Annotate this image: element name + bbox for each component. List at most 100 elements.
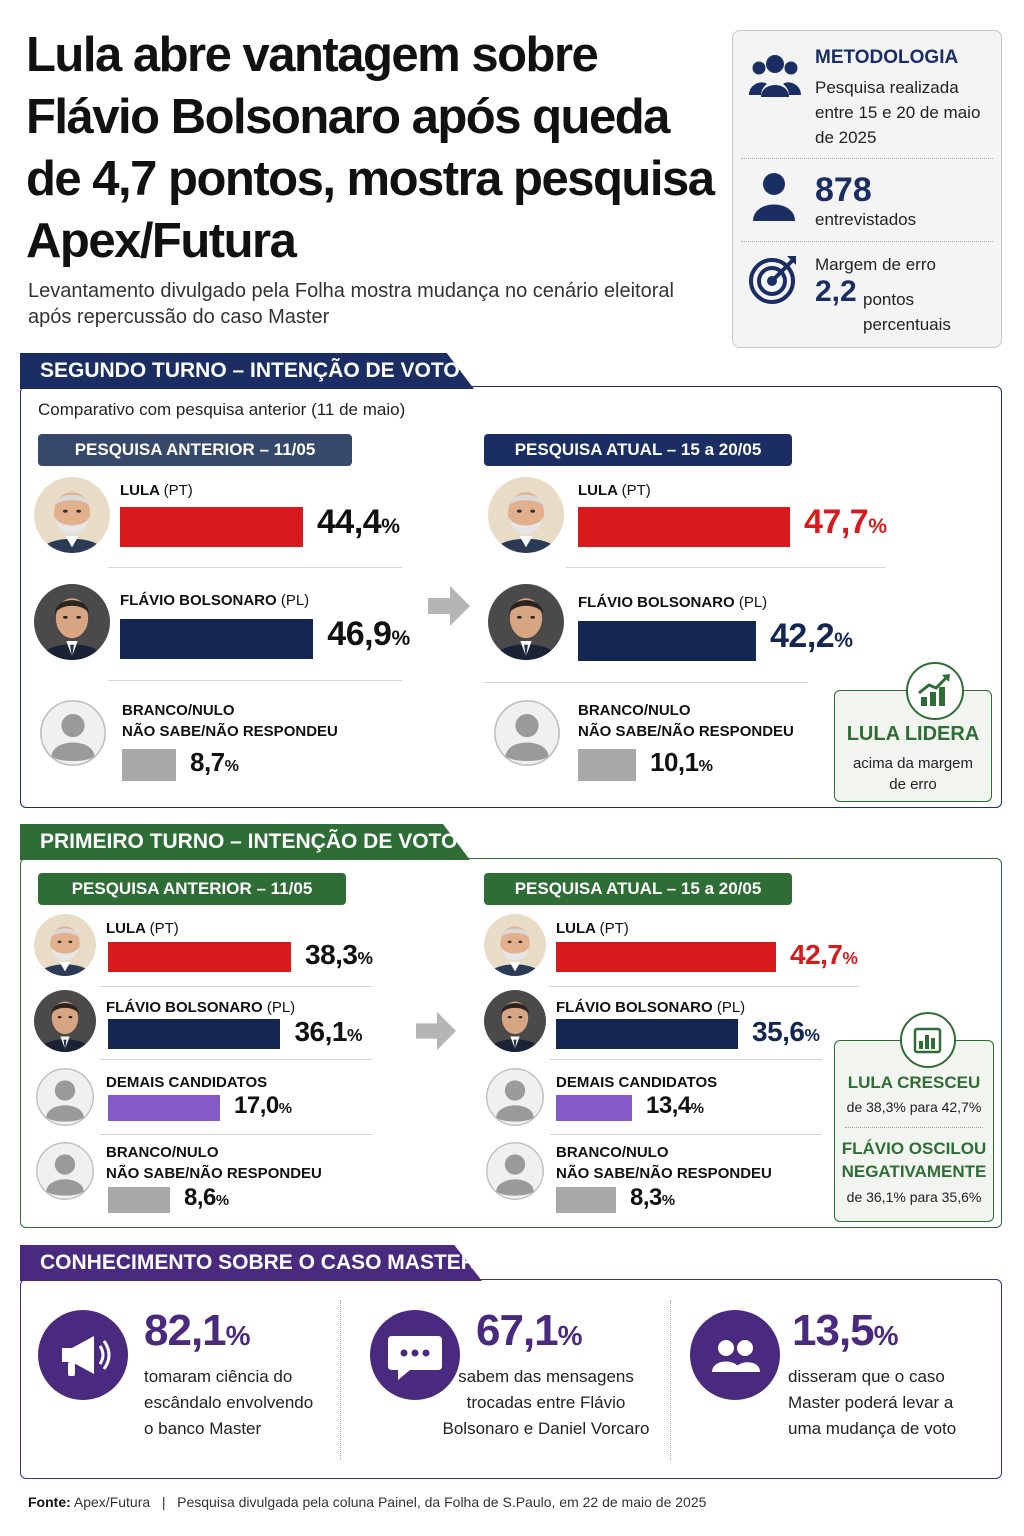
interviews-count: 878 [815, 171, 872, 209]
candidate-party: (PT) [149, 920, 179, 937]
stat-number: 82,1 [144, 1306, 227, 1355]
margin-value: 2,2 [815, 275, 857, 308]
bar-r1-curr-blank [556, 1187, 616, 1213]
value-number: 13,4 [646, 1092, 691, 1119]
pct-sign: % [381, 515, 400, 538]
candidate-name: FLÁVIO BOLSONARO [120, 592, 277, 609]
candidate-label-lula: LULA (PT) [556, 920, 629, 937]
candidate-party: (PT) [621, 482, 651, 499]
candidate-name: LULA [120, 482, 160, 499]
row-divider [100, 1134, 372, 1135]
callout-text-lula: de 38,3% para 42,7% [846, 1099, 982, 1115]
value-r1-curr-blank: 8,3% [630, 1184, 675, 1212]
candidate-party: (PL) [280, 592, 310, 609]
trend-up-icon [906, 662, 964, 720]
methodology-box: METODOLOGIA Pesquisa realizada entre 15 … [732, 30, 1002, 348]
comparison-note: Comparativo com pesquisa anterior (11 de… [38, 400, 406, 419]
bar-r2-curr-flavio [578, 621, 756, 661]
value-r1-prev-lula: 38,3% [305, 939, 373, 971]
avatar-flavio [488, 584, 564, 660]
value-r2-prev-blank: 8,7% [190, 747, 239, 778]
pct-sign: % [661, 1193, 675, 1209]
row-divider [484, 682, 808, 683]
master-panel [20, 1279, 1002, 1479]
candidate-name: FLÁVIO BOLSONARO [106, 999, 263, 1016]
bar-chart-icon [900, 1012, 956, 1068]
pct-sign: % [225, 1320, 251, 1351]
candidate-label-blank: BRANCO/NULO NÃO SABE/NÃO RESPONDEU [122, 700, 338, 742]
avatar-generic [36, 1068, 94, 1126]
row-divider [100, 986, 372, 987]
row-divider [550, 986, 858, 987]
value-number: 36,1 [294, 1016, 347, 1047]
pct-sign: % [215, 1193, 229, 1209]
blank-line-1: BRANCO/NULO [106, 1144, 219, 1161]
value-number: 10,1 [650, 747, 699, 777]
value-number: 38,3 [305, 939, 358, 970]
bar-r1-curr-flavio [556, 1019, 738, 1049]
blank-line-1: BRANCO/NULO [578, 702, 691, 719]
pct-sign: % [557, 1320, 583, 1351]
stat-text-2: sabem das mensagens trocadas entre Flávi… [442, 1367, 650, 1438]
bar-r2-curr-blank [578, 749, 636, 781]
divider [741, 241, 993, 242]
pct-sign: % [868, 515, 887, 538]
candidate-name: LULA [556, 920, 596, 937]
methodology-period: Pesquisa realizada entre 15 e 20 de maio… [815, 78, 981, 147]
candidate-label-blank: BRANCO/NULO NÃO SABE/NÃO RESPONDEU [106, 1142, 322, 1184]
pct-sign: % [357, 948, 373, 968]
tab-previous-poll: PESQUISA ANTERIOR – 11/05 [38, 434, 352, 466]
value-r2-prev-flavio: 46,9% [327, 615, 410, 654]
bar-r2-prev-lula [120, 507, 303, 547]
stat-value-1: 82,1% [144, 1306, 251, 1356]
avatar-generic [486, 1068, 544, 1126]
value-number: 17,0 [234, 1092, 279, 1119]
pct-sign: % [224, 757, 239, 775]
candidate-party: (PT) [599, 920, 629, 937]
value-number: 35,6 [752, 1016, 805, 1047]
candidate-label-lula: LULA (PT) [578, 482, 651, 499]
candidate-label-flavio: FLÁVIO BOLSONARO (PL) [578, 594, 767, 611]
stat-number: 67,1 [476, 1306, 559, 1355]
master-header: CONHECIMENTO SOBRE O CASO MASTER [20, 1245, 482, 1281]
divider [340, 1300, 341, 1460]
stat-value-3: 13,5% [792, 1306, 899, 1356]
avatar-lula [488, 477, 564, 553]
person-icon [753, 173, 795, 221]
value-number: 46,9 [327, 615, 392, 653]
methodology-heading: METODOLOGIA [815, 47, 959, 68]
margin-unit-1: pontos percentuais [863, 287, 963, 337]
margin-unit: pontos percentuais [863, 290, 951, 334]
pct-sign: % [834, 629, 853, 652]
avatar-blank [494, 700, 560, 766]
pct-sign: % [842, 948, 858, 968]
bar-r1-prev-flavio [108, 1019, 281, 1049]
value-r1-prev-flavio: 36,1% [294, 1016, 362, 1048]
pct-sign: % [698, 757, 713, 775]
bar-r2-curr-lula [578, 507, 790, 547]
group-icon [749, 55, 801, 97]
stat-number: 13,5 [792, 1306, 875, 1355]
bar-r1-curr-lula [556, 942, 776, 972]
value-r2-prev-lula: 44,4% [317, 503, 400, 542]
avatar-flavio [34, 584, 110, 660]
blank-line-2: NÃO SABE/NÃO RESPONDEU [556, 1165, 772, 1182]
tab-current-poll: PESQUISA ATUAL – 15 a 20/05 [484, 873, 792, 905]
blank-line-2: NÃO SABE/NÃO RESPONDEU [578, 723, 794, 740]
bar-r2-prev-blank [122, 749, 176, 781]
row-divider [100, 1059, 372, 1060]
value-number: 42,2 [770, 617, 835, 655]
blank-line-1: BRANCO/NULO [122, 702, 235, 719]
value-r2-curr-blank: 10,1% [650, 747, 713, 778]
second-round-header: SEGUNDO TURNO – INTENÇÃO DE VOTO [20, 353, 474, 389]
stat-text-1: tomaram ciência do escândalo envolvendo … [144, 1367, 314, 1438]
value-number: 47,7 [804, 503, 869, 541]
candidate-party: (PL) [266, 999, 296, 1016]
tab-current-poll: PESQUISA ATUAL – 15 a 20/05 [484, 434, 792, 466]
callout-title-lula: LULA CRESCEU [847, 1073, 981, 1092]
avatar-flavio [34, 990, 96, 1052]
value-r1-curr-others: 13,4% [646, 1092, 704, 1120]
candidate-name: LULA [578, 482, 618, 499]
pct-sign: % [278, 1101, 292, 1117]
bar-r1-prev-blank [108, 1187, 170, 1213]
